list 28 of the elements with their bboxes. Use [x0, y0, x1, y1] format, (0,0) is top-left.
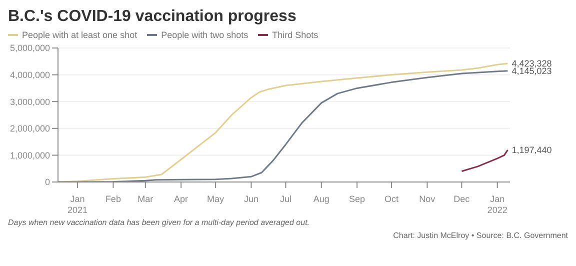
text: Days when new vaccination data has been given for a multi-day period averaged out.	[8, 218, 311, 227]
y-tick-label: 3,000,000	[10, 96, 50, 107]
x-tick-label: Mar	[138, 194, 154, 204]
x-tick-label: Jul	[280, 194, 292, 204]
legend-label: Third Shots	[271, 30, 318, 40]
y-tick-label: 5,000,000	[10, 43, 50, 54]
x-tick-label: Oct	[384, 194, 400, 204]
x-tick-label: Nov	[419, 194, 436, 204]
data-label: 4,423,328	[512, 58, 552, 68]
legend-label: People with at least one shot	[21, 30, 138, 40]
text: Chart: Justin McElroy • Source: B.C. Government	[392, 231, 568, 240]
y-tick-label: 0	[44, 177, 50, 188]
legend-label: People with two shots	[160, 30, 248, 40]
y-tick-label: 2,000,000	[10, 124, 50, 134]
x-tick-label: Apr	[174, 194, 188, 204]
x-tick-label: Jan 2022	[487, 194, 508, 215]
x-tick-label: Jan 2021	[68, 194, 88, 215]
y-tick-label: 1,000,000	[10, 150, 50, 160]
x-tick-label: Dec	[454, 194, 470, 204]
chart-title: B.C.'s COVID-19 vaccination progress	[8, 8, 298, 26]
x-tick-label: Aug	[313, 194, 330, 204]
x-tick-label: Sep	[349, 194, 366, 204]
y-tick-label: 4,000,000	[10, 70, 50, 80]
x-tick-label: Feb	[105, 194, 121, 204]
data-label: 1,197,440	[512, 144, 552, 155]
line-series	[460, 149, 508, 172]
x-tick-label: May	[207, 194, 225, 204]
x-tick-label: Jun	[244, 194, 258, 204]
